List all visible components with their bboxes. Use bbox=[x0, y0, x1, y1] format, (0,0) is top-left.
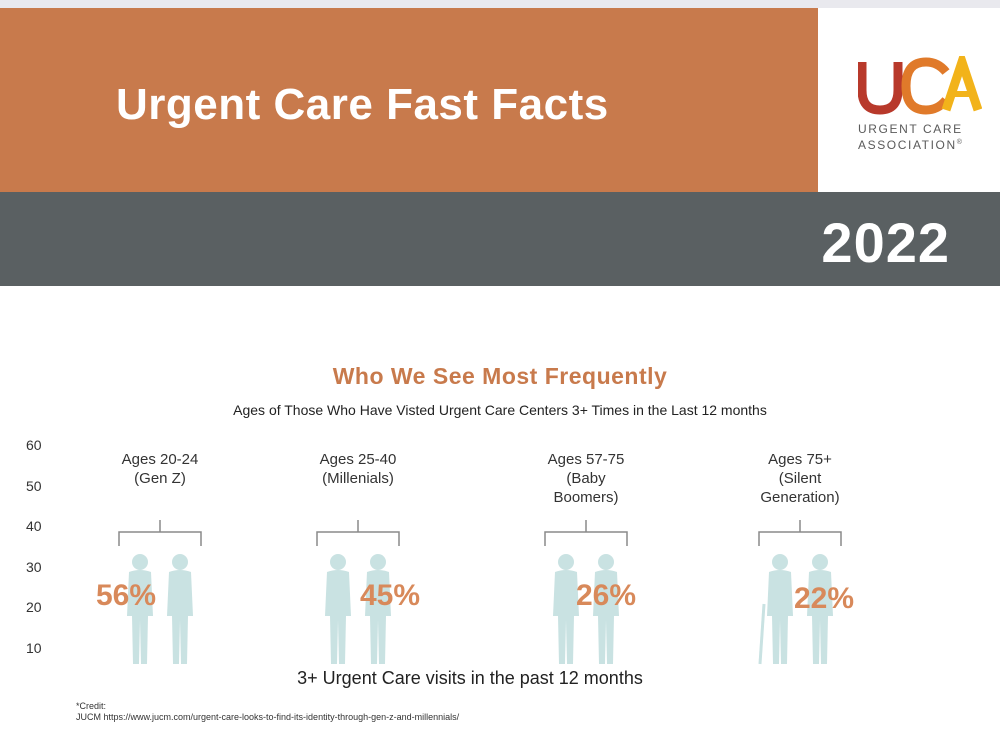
year-band: 2022 bbox=[0, 192, 1000, 286]
logo-area: URGENT CARE ASSOCIATION® bbox=[818, 8, 1000, 192]
y-tick-label: 20 bbox=[26, 599, 42, 616]
value-label: 22% bbox=[794, 582, 855, 616]
credit-label: *Credit: bbox=[76, 701, 107, 711]
bracket-icon bbox=[758, 520, 842, 546]
top-edge bbox=[0, 0, 1000, 8]
couple-silhouette-icon bbox=[750, 554, 850, 671]
category-label: Ages 25-40 (Millenials) bbox=[319, 451, 397, 487]
bracket-icon bbox=[316, 520, 400, 546]
infographic-page: Urgent Care Fast Facts URGENT CARE ASSOC… bbox=[0, 8, 1000, 754]
chart-title: Who We See Most Frequently bbox=[332, 363, 668, 389]
bracket-icon bbox=[118, 520, 202, 546]
y-tick-label: 60 bbox=[26, 437, 42, 453]
couple-silhouette-icon bbox=[308, 554, 408, 671]
value-label: 45% bbox=[360, 579, 421, 612]
x-axis-label: 3+ Urgent Care visits in the past 12 mon… bbox=[297, 668, 643, 688]
age-group-3: Ages 57-75 (Baby Boomers) 26% bbox=[496, 450, 676, 670]
age-group-4: Ages 75+ (Silent Generation) 22% bbox=[710, 450, 890, 670]
credit-link[interactable]: JUCM https://www.jucm.com/urgent-care-lo… bbox=[76, 712, 460, 722]
logo-text-line2-word: ASSOCIATION bbox=[858, 138, 957, 152]
chart-subtitle: Ages of Those Who Have Visted Urgent Car… bbox=[233, 402, 767, 418]
value-label: 56% bbox=[96, 579, 157, 612]
age-group-2: Ages 25-40 (Millenials) 45% bbox=[268, 450, 448, 670]
couple-silhouette-icon bbox=[110, 554, 210, 671]
registered-mark: ® bbox=[956, 139, 964, 146]
age-group-1: Ages 20-24 (Gen Z) 56% bbox=[70, 450, 250, 670]
logo-text-line1: URGENT CARE bbox=[858, 122, 963, 136]
title-banner: Urgent Care Fast Facts bbox=[0, 8, 818, 192]
value-label: 26% bbox=[576, 579, 637, 612]
couple-silhouette-icon bbox=[536, 554, 636, 671]
category-label: Ages 20-24 (Gen Z) bbox=[121, 451, 199, 487]
y-tick-label: 40 bbox=[26, 518, 42, 535]
category-label: Ages 75+ (Silent Generation) bbox=[760, 451, 840, 506]
y-tick-label: 10 bbox=[26, 640, 42, 656]
credit-note: *Credit: JUCM https://www.jucm.com/urgen… bbox=[76, 701, 459, 723]
year-label: 2022 bbox=[821, 211, 950, 274]
logo-text-line2: ASSOCIATION® bbox=[858, 138, 964, 152]
y-tick-label: 30 bbox=[26, 558, 42, 575]
category-label: Ages 57-75 (Baby Boomers) bbox=[547, 451, 625, 506]
bracket-icon bbox=[544, 520, 628, 546]
page-title: Urgent Care Fast Facts bbox=[116, 80, 609, 129]
uca-logo-icon bbox=[858, 56, 982, 115]
y-tick-label: 50 bbox=[26, 477, 42, 494]
